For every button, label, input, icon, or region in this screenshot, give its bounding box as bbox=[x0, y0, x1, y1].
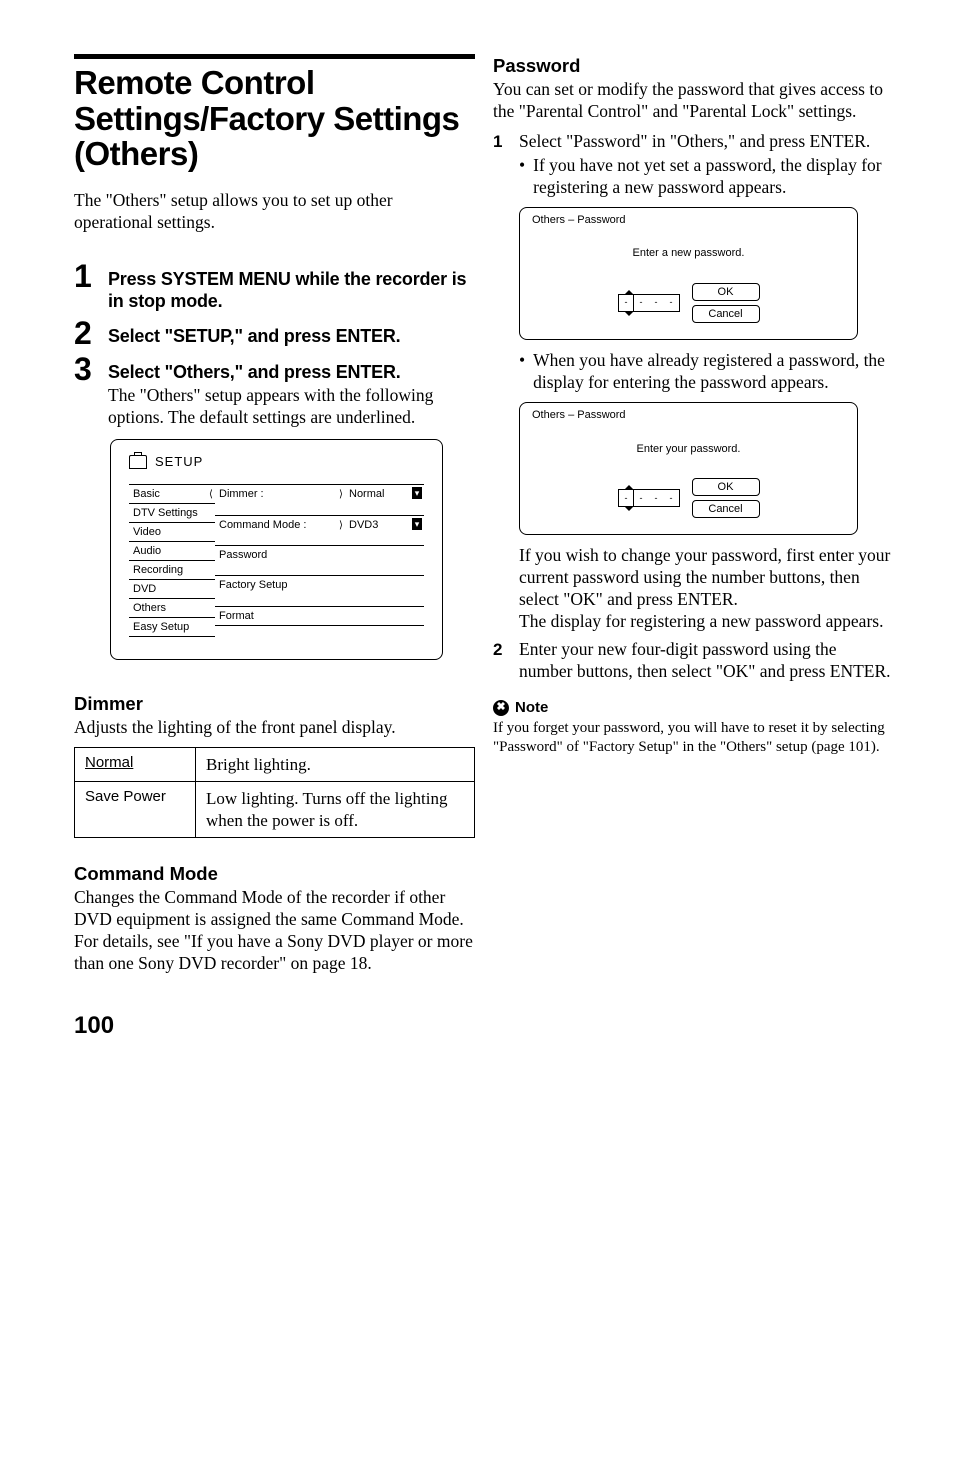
caret-close-icon: ⟩ bbox=[339, 519, 343, 533]
ok-button: OK bbox=[692, 478, 760, 496]
main-steps: 1 Press SYSTEM MENU while the recorder i… bbox=[74, 260, 475, 669]
bullet-icon: • bbox=[519, 155, 525, 199]
dialog-message: Enter your password. bbox=[532, 443, 845, 457]
setup-row-label: Factory Setup bbox=[219, 579, 287, 591]
step-body: The "Others" setup appears with the foll… bbox=[108, 385, 475, 429]
dimmer-val: Bright lighting. bbox=[196, 748, 475, 782]
setup-row-value: DVD3 bbox=[349, 519, 378, 531]
step-heading: Press SYSTEM MENU while the recorder is … bbox=[108, 268, 475, 313]
setup-label: SETUP bbox=[155, 454, 203, 470]
dimmer-key: Normal bbox=[85, 754, 133, 771]
setup-tab: Basic bbox=[129, 484, 215, 503]
setup-screenshot: SETUP Basic DTV Settings Video Audio Rec… bbox=[110, 439, 443, 660]
dimmer-table: Normal Bright lighting. Save Power Low l… bbox=[74, 747, 475, 838]
caret-open-icon: ⟨ bbox=[209, 488, 213, 502]
setup-row-value: Normal bbox=[349, 488, 384, 500]
setup-tab: Recording bbox=[129, 560, 215, 579]
setup-row-label: Command Mode : bbox=[219, 519, 306, 531]
step-number: 2 bbox=[74, 317, 96, 349]
cancel-button: Cancel bbox=[692, 305, 760, 323]
setup-rows: ⟨Dimmer : ⟩Normal▾ Command Mode : ⟩DVD3▾… bbox=[215, 484, 424, 637]
intro-text: The "Others" setup allows you to set up … bbox=[74, 190, 475, 234]
setup-tab: Others bbox=[129, 598, 215, 617]
inline-step-body: Select "Password" in "Others," and press… bbox=[519, 131, 894, 153]
inline-step-body: Enter your new four-digit password using… bbox=[519, 639, 894, 683]
step-number: 3 bbox=[74, 353, 96, 385]
step-number: 1 bbox=[74, 260, 96, 292]
bullet-icon: • bbox=[519, 350, 525, 394]
inline-step-number: 2 bbox=[493, 639, 505, 683]
dimmer-para: Adjusts the lighting of the front panel … bbox=[74, 717, 475, 739]
setup-tab: DTV Settings bbox=[129, 503, 215, 522]
password-input: ---- bbox=[618, 294, 680, 312]
setup-tab: Audio bbox=[129, 541, 215, 560]
dialog-message: Enter a new password. bbox=[532, 247, 845, 261]
password-heading: Password bbox=[493, 54, 894, 77]
dimmer-val: Low lighting. Turns off the lighting whe… bbox=[196, 782, 475, 838]
password-para: You can set or modify the password that … bbox=[493, 79, 894, 123]
setup-tabs: Basic DTV Settings Video Audio Recording… bbox=[129, 484, 215, 637]
password-dialog-enter: Others – Password Enter your password. -… bbox=[519, 402, 858, 536]
step-heading: Select "Others," and press ENTER. bbox=[108, 361, 475, 384]
dialog-title: Others – Password bbox=[532, 214, 845, 228]
ok-button: OK bbox=[692, 283, 760, 301]
dimmer-heading: Dimmer bbox=[74, 692, 475, 715]
cancel-button: Cancel bbox=[692, 500, 760, 518]
step-heading: Select "SETUP," and press ENTER. bbox=[108, 325, 475, 348]
inline-step-number: 1 bbox=[493, 131, 505, 153]
bullet-text: If you have not yet set a password, the … bbox=[533, 155, 894, 199]
setup-row-label: Dimmer : bbox=[219, 488, 264, 500]
command-heading: Command Mode bbox=[74, 862, 475, 885]
bullet-text: When you have already registered a passw… bbox=[533, 350, 894, 394]
setup-tab: Easy Setup bbox=[129, 617, 215, 637]
setup-row-label: Password bbox=[219, 549, 267, 561]
caret-close-icon: ⟩ bbox=[339, 488, 343, 502]
dialog-title: Others – Password bbox=[532, 409, 845, 423]
password-dialog-new: Others – Password Enter a new password. … bbox=[519, 207, 858, 341]
note-label: Note bbox=[515, 699, 548, 718]
toolbox-icon bbox=[129, 455, 147, 469]
dropdown-icon: ▾ bbox=[412, 487, 422, 499]
setup-row-label: Format bbox=[219, 610, 254, 622]
setup-tab: DVD bbox=[129, 579, 215, 598]
note-icon: ✖ bbox=[493, 700, 509, 716]
password-input: ---- bbox=[618, 489, 680, 507]
password-after-text: If you wish to change your password, fir… bbox=[519, 545, 894, 633]
section-rule bbox=[74, 54, 475, 59]
dimmer-key: Save Power bbox=[75, 782, 196, 838]
page-number: 100 bbox=[74, 1011, 894, 1041]
dropdown-icon: ▾ bbox=[412, 518, 422, 530]
setup-tab: Video bbox=[129, 522, 215, 541]
page-title: Remote Control Settings/Factory Settings… bbox=[74, 65, 475, 172]
note-body: If you forget your password, you will ha… bbox=[493, 719, 894, 757]
command-para: Changes the Command Mode of the recorder… bbox=[74, 887, 475, 975]
